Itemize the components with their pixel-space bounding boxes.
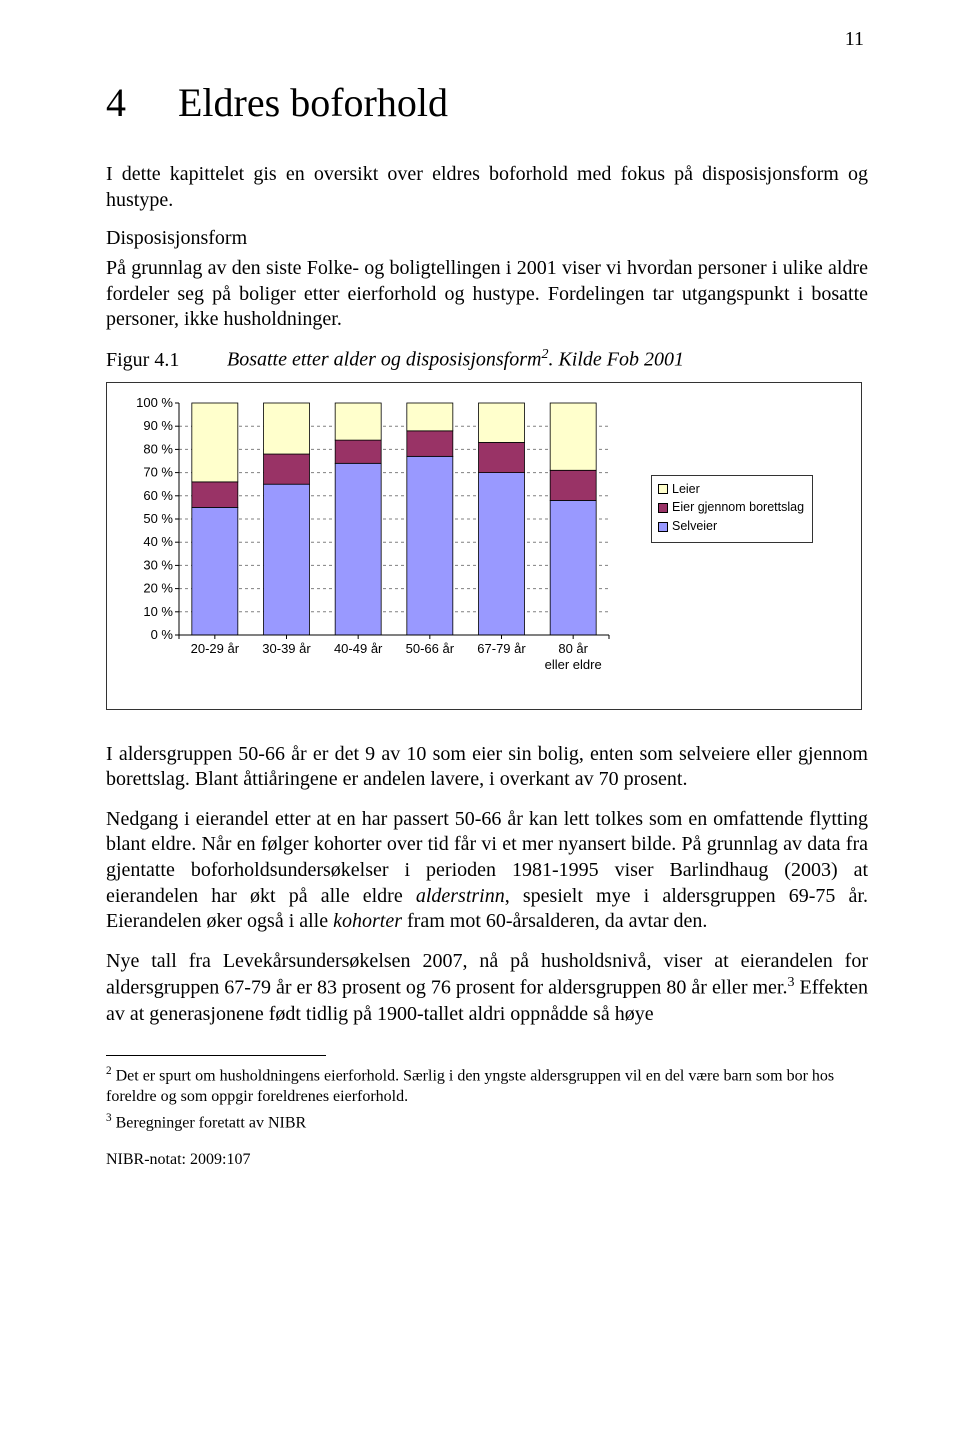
legend-swatch-borettslag bbox=[658, 503, 668, 513]
chart-legend: Leier Eier gjennom borettslag Selveier bbox=[651, 475, 813, 543]
para3-c: fram mot 60-årsalderen, da avtar den. bbox=[402, 910, 707, 932]
svg-text:10 %: 10 % bbox=[143, 603, 173, 618]
paragraph-1: På grunnlag av den siste Folke- og bolig… bbox=[106, 256, 868, 333]
legend-item-leier: Leier bbox=[658, 480, 804, 499]
paragraph-4: Nye tall fra Levekårsundersøkelsen 2007,… bbox=[106, 949, 868, 1027]
footnote-rule bbox=[106, 1055, 326, 1056]
footnote-3: 3 Beregninger foretatt av NIBR bbox=[106, 1111, 868, 1133]
svg-text:20-29 år: 20-29 år bbox=[191, 641, 240, 656]
legend-item-borettslag: Eier gjennom borettslag bbox=[658, 498, 804, 517]
svg-text:80 år: 80 år bbox=[558, 641, 588, 656]
svg-text:70 %: 70 % bbox=[143, 464, 173, 479]
svg-text:50-66 år: 50-66 år bbox=[406, 641, 455, 656]
svg-text:40 %: 40 % bbox=[143, 534, 173, 549]
figure-caption-post: . Kilde Fob 2001 bbox=[548, 349, 684, 371]
footnote2-text: Det er spurt om husholdningens eierforho… bbox=[106, 1068, 834, 1105]
figure-label: Figur 4.1 bbox=[106, 349, 222, 372]
footnote3-text: Beregninger foretatt av NIBR bbox=[112, 1114, 307, 1131]
page-number: 11 bbox=[106, 28, 868, 51]
chart-container: 0 % 10 % 20 % 30 % 40 % 50 % 60 % 70 % 80 % 90 % 1… bbox=[106, 382, 862, 710]
svg-text:40-49 år: 40-49 år bbox=[334, 641, 383, 656]
figure-caption: Figur 4.1 Bosatte etter alder og disposi… bbox=[106, 347, 868, 372]
svg-text:80 %: 80 % bbox=[143, 441, 173, 456]
legend-label-borettslag: Eier gjennom borettslag bbox=[672, 498, 804, 517]
intro-paragraph: I dette kapittelet gis en oversikt over … bbox=[106, 162, 868, 213]
para3-em2: kohorter bbox=[333, 910, 402, 932]
svg-text:30 %: 30 % bbox=[143, 557, 173, 572]
svg-text:eller eldre: eller eldre bbox=[545, 657, 602, 672]
legend-label-leier: Leier bbox=[672, 480, 700, 499]
stacked-bar-chart: 0 % 10 % 20 % 30 % 40 % 50 % 60 % 70 % 80 % 90 % 1… bbox=[121, 397, 641, 691]
para4-sup: 3 bbox=[788, 975, 795, 990]
legend-label-selveier: Selveier bbox=[672, 517, 717, 536]
svg-text:0 %: 0 % bbox=[151, 627, 174, 642]
chapter-heading: 4 Eldres boforhold bbox=[106, 79, 868, 126]
svg-text:100 %: 100 % bbox=[136, 397, 173, 410]
svg-text:90 %: 90 % bbox=[143, 418, 173, 433]
subheading-disposisjonsform: Disposisjonsform bbox=[106, 227, 868, 250]
paragraph-2: I aldersgruppen 50-66 år er det 9 av 10 … bbox=[106, 742, 868, 793]
chapter-number: 4 bbox=[106, 79, 168, 126]
para3-em1: alderstrinn bbox=[416, 885, 505, 907]
legend-swatch-selveier bbox=[658, 522, 668, 532]
para4-a: Nye tall fra Levekårsundersøkelsen 2007,… bbox=[106, 950, 868, 999]
svg-text:67-79 år: 67-79 år bbox=[477, 641, 526, 656]
svg-text:50 %: 50 % bbox=[143, 511, 173, 526]
svg-text:30-39 år: 30-39 år bbox=[262, 641, 311, 656]
paragraph-3: Nedgang i eierandel etter at en har pass… bbox=[106, 807, 868, 935]
figure-caption-text: Bosatte etter alder og disposisjonsform bbox=[227, 349, 541, 371]
footnote-2: 2 Det er spurt om husholdningens eierfor… bbox=[106, 1064, 868, 1106]
document-reference: NIBR-notat: 2009:107 bbox=[106, 1151, 868, 1169]
svg-text:60 %: 60 % bbox=[143, 487, 173, 502]
chapter-title: Eldres boforhold bbox=[178, 80, 448, 125]
svg-text:20 %: 20 % bbox=[143, 580, 173, 595]
legend-item-selveier: Selveier bbox=[658, 517, 804, 536]
legend-swatch-leier bbox=[658, 484, 668, 494]
